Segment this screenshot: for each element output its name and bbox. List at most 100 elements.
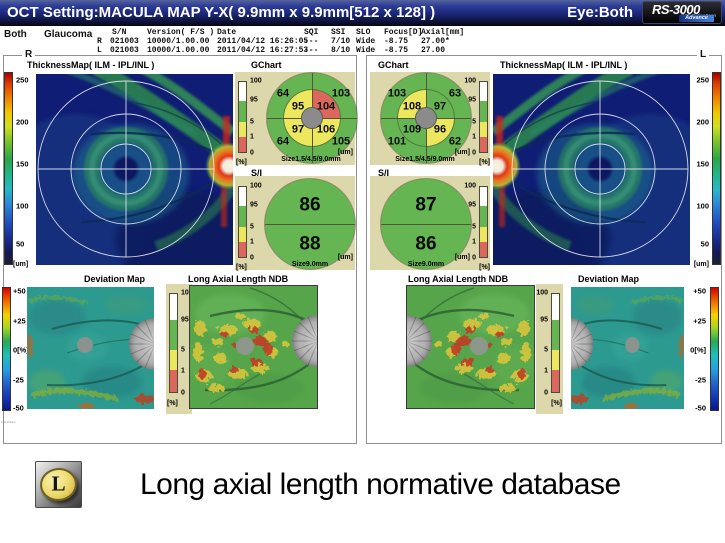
gchart-value: 103	[331, 87, 351, 100]
deviation-map-image-left	[571, 287, 684, 409]
optic-disc-hotspot	[493, 142, 521, 190]
percent-tick: 100	[464, 77, 476, 85]
gchart-value: 103	[387, 87, 407, 100]
thickness-tick: 150	[16, 159, 29, 169]
percent-tick: 1	[250, 238, 254, 246]
title-bar: OCT Setting:MACULA MAP Y-X( 9.9mm x 9.9m…	[0, 0, 725, 26]
percent-tick: 0	[472, 254, 476, 262]
left-eye-box-label: L	[697, 49, 710, 60]
col-header-ssi: SSI	[331, 28, 346, 37]
percent-tick: 100	[464, 182, 476, 190]
fovea-mask	[625, 337, 640, 353]
fovea-mask	[236, 337, 254, 355]
percent-tick: 95	[250, 96, 258, 104]
fovea-mask	[470, 337, 488, 355]
ndb-red-patches	[198, 327, 273, 379]
deviation-tick: +25	[693, 316, 706, 326]
l-badge-letter: L	[51, 471, 66, 496]
percent-tick: 100	[250, 77, 262, 85]
percent-unit: [%]	[236, 159, 247, 166]
percent-tick: 95	[540, 316, 548, 324]
row-r-sqi: ---	[304, 37, 319, 46]
thickness-tick: 150	[696, 159, 709, 169]
gchart-value: 97	[433, 100, 447, 113]
deviation-scale-right: +50 +25 0[%] -25 -50	[2, 287, 37, 427]
percent-tick: 0	[472, 149, 476, 157]
gchart-value: 104	[316, 100, 336, 113]
print-timestamp: 20110412	[1, 421, 16, 425]
deviation-tick: -25	[13, 375, 24, 385]
thickness-unit: [um]	[693, 261, 709, 268]
percent-tick: 5	[472, 118, 476, 126]
gchart-value: 105	[331, 135, 351, 148]
gchart-value: 97	[291, 123, 305, 136]
gchart-panel-left: 103 63 108 97 109 96 101 62 100 95 5 1 0…	[370, 72, 490, 167]
gchart-title-left: GChart	[378, 60, 409, 70]
thickness-tick: 200	[696, 117, 709, 127]
row-r-date: 2011/04/12 16:26:05	[217, 37, 309, 46]
ndb-map-image-left	[406, 285, 535, 409]
gchart-unit-label: [um]	[337, 149, 353, 156]
percent-unit: [%]	[167, 400, 178, 407]
deviation-gradient-bar	[2, 287, 11, 411]
deviation-tick: -50	[695, 403, 706, 413]
deviation-gradient-bar	[710, 287, 719, 411]
percent-tick: 1	[472, 133, 476, 141]
deviation-tick: -25	[695, 375, 706, 385]
col-header-focus: Focus[D]	[384, 28, 423, 37]
percent-tick: 1	[250, 133, 254, 141]
thickness-tick: 100	[696, 201, 709, 211]
col-header-date: Date	[217, 28, 237, 37]
gchart-value: 106	[316, 123, 336, 136]
deviation-map-title-right: Deviation Map	[84, 274, 146, 284]
fovea-mask	[77, 337, 93, 353]
si-size-label: Size9.0mm	[407, 261, 445, 268]
logo-name: RS-3000	[652, 2, 700, 17]
percent-unit: [%]	[479, 264, 490, 271]
percent-gradient-bar	[551, 293, 560, 393]
row-l-slo: Wide	[356, 46, 376, 55]
col-header-sn: S/N	[112, 28, 127, 37]
percent-scale: 100 95 5 1 0 [%]	[236, 77, 270, 167]
row-r-slo: Wide	[356, 37, 376, 46]
thickness-tick: 50	[16, 239, 25, 249]
percent-gradient-bar	[169, 293, 178, 393]
eye-mode-label: Eye:Both	[567, 4, 633, 21]
thickness-tick: 200	[16, 117, 29, 127]
gchart-left: 103 63 108 97 109 96 101 62	[381, 73, 471, 163]
deviation-tick: +50	[13, 286, 26, 296]
thickness-unit: [um]	[13, 261, 29, 268]
percent-tick: 95	[250, 201, 258, 209]
ndb-scale-panel-right: 100 95 5 1 0 [%]	[166, 284, 193, 414]
percent-scale: 100 95 5 1 0 [%]	[236, 183, 270, 272]
percent-gradient-bar	[238, 81, 247, 153]
si-title-right: S/I	[251, 168, 263, 178]
percent-scale: 100 95 5 1 0 [%]	[536, 290, 562, 408]
percent-tick: 5	[472, 223, 476, 231]
percent-gradient-bar	[238, 186, 247, 258]
laterality-label: Both	[4, 29, 27, 40]
row-l-version: 10000/1.00.00	[147, 46, 210, 55]
gchart-value: 109	[402, 123, 422, 136]
thickness-tick: 250	[696, 75, 709, 85]
ndb-red-patches	[451, 327, 526, 379]
percent-tick: 5	[250, 223, 254, 231]
percent-scale: 100 95 5 1 0 [%]	[456, 77, 490, 167]
si-panel-right: 100 95 5 1 0 [%] 86 88 Size9.0mm [um]	[235, 176, 355, 272]
row-l-sn: 021003	[110, 46, 139, 55]
gchart-inner-ring	[284, 90, 340, 146]
gchart-panel-right: 100 95 5 1 0 [%] 64 103 95 104 97 106 64…	[235, 72, 357, 167]
row-l-focus: -8.75	[384, 46, 409, 55]
long-axial-ndb-icon: L	[35, 461, 82, 508]
ndb-title-left: Long Axial Length NDB	[408, 274, 509, 284]
percent-tick: 1	[544, 367, 548, 375]
optic-disc-hotspot	[205, 142, 233, 190]
percent-tick: 1	[181, 367, 185, 375]
row-r-axial: 27.00*	[421, 37, 450, 46]
percent-tick: 5	[544, 346, 548, 354]
deviation-tick: 0[%]	[13, 345, 29, 355]
percent-tick: 95	[468, 201, 476, 209]
si-size-label: Size9.0mm	[291, 261, 329, 268]
row-l-sqi: ---	[304, 46, 319, 55]
deviation-scale-left: +50 +25 0[%] -25 -50	[684, 287, 719, 427]
